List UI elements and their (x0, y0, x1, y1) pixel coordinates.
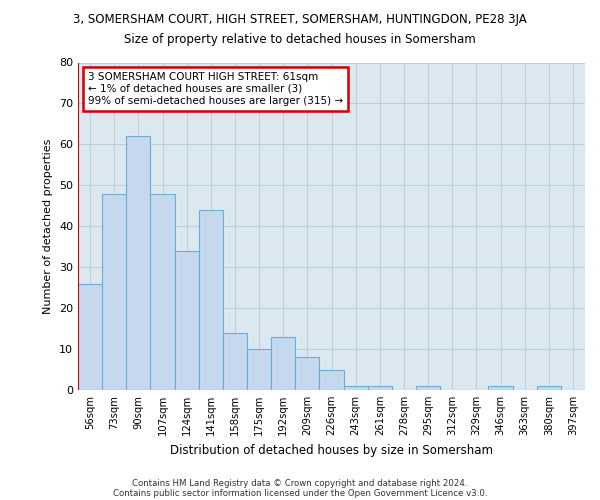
Y-axis label: Number of detached properties: Number of detached properties (43, 138, 53, 314)
Text: 3, SOMERSHAM COURT, HIGH STREET, SOMERSHAM, HUNTINGDON, PE28 3JA: 3, SOMERSHAM COURT, HIGH STREET, SOMERSH… (73, 12, 527, 26)
Bar (319, 370, 344, 390)
Text: Size of property relative to detached houses in Somersham: Size of property relative to detached ho… (124, 32, 476, 46)
Bar (368, 386, 392, 390)
X-axis label: Distribution of detached houses by size in Somersham: Distribution of detached houses by size … (170, 444, 493, 456)
Bar (488, 386, 512, 390)
Text: Contains public sector information licensed under the Open Government Licence v3: Contains public sector information licen… (113, 488, 487, 498)
Bar (537, 386, 561, 390)
Bar (247, 349, 271, 390)
Bar (223, 332, 247, 390)
Bar (271, 337, 295, 390)
Bar (151, 194, 175, 390)
Text: Contains HM Land Registry data © Crown copyright and database right 2024.: Contains HM Land Registry data © Crown c… (132, 478, 468, 488)
Bar (102, 194, 126, 390)
Bar (416, 386, 440, 390)
Bar (199, 210, 223, 390)
Bar (126, 136, 151, 390)
Bar (344, 386, 368, 390)
Bar (175, 251, 199, 390)
Text: 3 SOMERSHAM COURT HIGH STREET: 61sqm
← 1% of detached houses are smaller (3)
99%: 3 SOMERSHAM COURT HIGH STREET: 61sqm ← 1… (88, 72, 343, 106)
Bar (78, 284, 102, 390)
Bar (295, 357, 319, 390)
